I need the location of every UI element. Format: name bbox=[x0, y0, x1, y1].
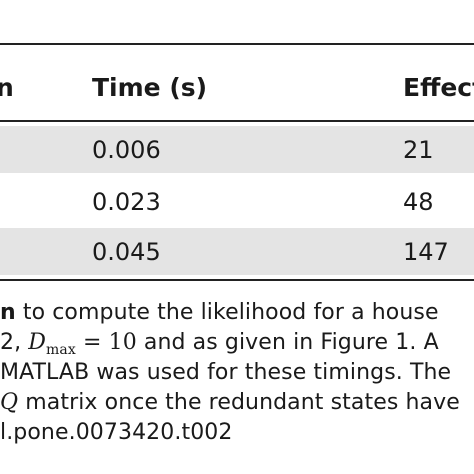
caption-math-subscript: max bbox=[46, 342, 76, 358]
table-cell-time: 0.023 bbox=[92, 188, 161, 216]
caption-text: to compute the likelihood for a house bbox=[15, 300, 439, 325]
table-cell-effect: 21 bbox=[403, 136, 434, 164]
table-header-rule bbox=[0, 120, 474, 122]
table-caption: n to compute the likelihood for a house … bbox=[0, 298, 474, 448]
caption-line: l.pone.0073420.t002 bbox=[0, 418, 474, 448]
caption-text: and as given in Figure 1. A bbox=[136, 330, 439, 355]
table-row: 0.045 147 bbox=[0, 228, 474, 275]
table-cell-effect: 147 bbox=[403, 238, 449, 266]
caption-bold-fragment: n bbox=[0, 300, 16, 325]
table-row: 0.023 48 bbox=[0, 178, 474, 225]
table-row: 0.006 21 bbox=[0, 126, 474, 173]
caption-math-variable: D bbox=[28, 330, 47, 355]
table-cell-time: 0.045 bbox=[92, 238, 161, 266]
table-bottom-rule bbox=[0, 279, 474, 281]
caption-text: matrix once the redundant states have bbox=[18, 390, 460, 415]
caption-doi-text: l.pone.0073420.t002 bbox=[0, 420, 233, 445]
table-top-rule bbox=[0, 43, 474, 45]
caption-line: MATLAB was used for these timings. The bbox=[0, 358, 474, 388]
header-cell-time: Time (s) bbox=[92, 73, 208, 102]
caption-text: MATLAB was used for these timings. The bbox=[0, 360, 452, 385]
table-cell-time: 0.006 bbox=[92, 136, 161, 164]
caption-line: n to compute the likelihood for a house bbox=[0, 298, 474, 328]
caption-line: Q matrix once the redundant states have bbox=[0, 388, 474, 418]
table-cell-effect: 48 bbox=[403, 188, 434, 216]
caption-math-equation: = 10 bbox=[75, 330, 137, 355]
header-cell-n: n bbox=[0, 73, 14, 102]
header-cell-effect: Effect bbox=[403, 73, 474, 102]
caption-math-variable: Q bbox=[0, 390, 19, 415]
caption-line: 2, Dmax = 10 and as given in Figure 1. A bbox=[0, 328, 474, 358]
caption-text: 2, bbox=[0, 330, 29, 355]
